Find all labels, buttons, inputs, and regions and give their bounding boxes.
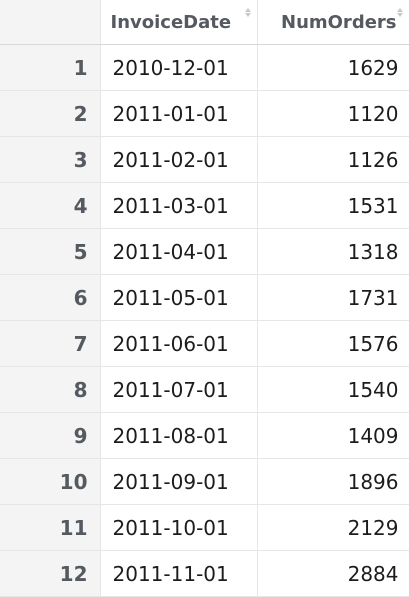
row-index: 10 (0, 458, 101, 505)
table-row: 2 2011-01-01 1120 (0, 90, 409, 137)
cell-invoicedate: 2011-09-01 (100, 458, 258, 505)
row-index: 4 (0, 182, 101, 229)
row-index: 2 (0, 90, 101, 137)
cell-numorders: 1576 (257, 320, 409, 367)
table-row: 7 2011-06-01 1576 (0, 320, 409, 367)
row-index: 6 (0, 274, 101, 321)
table-row: 12 2011-11-01 2884 (0, 550, 409, 597)
cell-invoicedate: 2010-12-01 (100, 44, 258, 91)
cell-invoicedate: 2011-10-01 (100, 504, 258, 551)
table-header: InvoiceDate NumOrders (0, 0, 409, 45)
cell-numorders: 1629 (257, 44, 409, 91)
column-header-label: InvoiceDate (110, 11, 232, 33)
table-row: 4 2011-03-01 1531 (0, 182, 409, 229)
row-index: 11 (0, 504, 101, 551)
cell-numorders: 1540 (257, 366, 409, 413)
sort-icon[interactable] (396, 8, 403, 18)
cell-numorders: 1120 (257, 90, 409, 137)
cell-invoicedate: 2011-01-01 (100, 90, 258, 137)
table-row: 11 2011-10-01 2129 (0, 504, 409, 551)
cell-invoicedate: 2011-04-01 (100, 228, 258, 275)
cell-numorders: 1126 (257, 136, 409, 183)
cell-invoicedate: 2011-07-01 (100, 366, 258, 413)
sort-icon[interactable] (244, 8, 251, 18)
table-body: 1 2010-12-01 1629 2 2011-01-01 1120 3 20… (0, 44, 409, 597)
index-column-header (0, 0, 101, 45)
cell-invoicedate: 2011-08-01 (100, 412, 258, 459)
cell-invoicedate: 2011-03-01 (100, 182, 258, 229)
cell-numorders: 2129 (257, 504, 409, 551)
column-header-invoicedate[interactable]: InvoiceDate (100, 0, 258, 45)
row-index: 8 (0, 366, 101, 413)
cell-invoicedate: 2011-06-01 (100, 320, 258, 367)
column-header-label: NumOrders (281, 11, 397, 33)
row-index: 5 (0, 228, 101, 275)
table-row: 6 2011-05-01 1731 (0, 274, 409, 321)
table-row: 5 2011-04-01 1318 (0, 228, 409, 275)
row-index: 7 (0, 320, 101, 367)
row-index: 3 (0, 136, 101, 183)
cell-numorders: 1896 (257, 458, 409, 505)
cell-numorders: 2884 (257, 550, 409, 597)
table-row: 1 2010-12-01 1629 (0, 44, 409, 91)
row-index: 1 (0, 44, 101, 91)
cell-numorders: 1318 (257, 228, 409, 275)
cell-numorders: 1531 (257, 182, 409, 229)
cell-numorders: 1731 (257, 274, 409, 321)
table-row: 9 2011-08-01 1409 (0, 412, 409, 459)
column-header-numorders[interactable]: NumOrders (257, 0, 409, 45)
row-index: 9 (0, 412, 101, 459)
row-index: 12 (0, 550, 101, 597)
cell-invoicedate: 2011-02-01 (100, 136, 258, 183)
cell-numorders: 1409 (257, 412, 409, 459)
cell-invoicedate: 2011-11-01 (100, 550, 258, 597)
table-row: 10 2011-09-01 1896 (0, 458, 409, 505)
table-row: 3 2011-02-01 1126 (0, 136, 409, 183)
cell-invoicedate: 2011-05-01 (100, 274, 258, 321)
table-row: 8 2011-07-01 1540 (0, 366, 409, 413)
header-row: InvoiceDate NumOrders (0, 0, 409, 45)
